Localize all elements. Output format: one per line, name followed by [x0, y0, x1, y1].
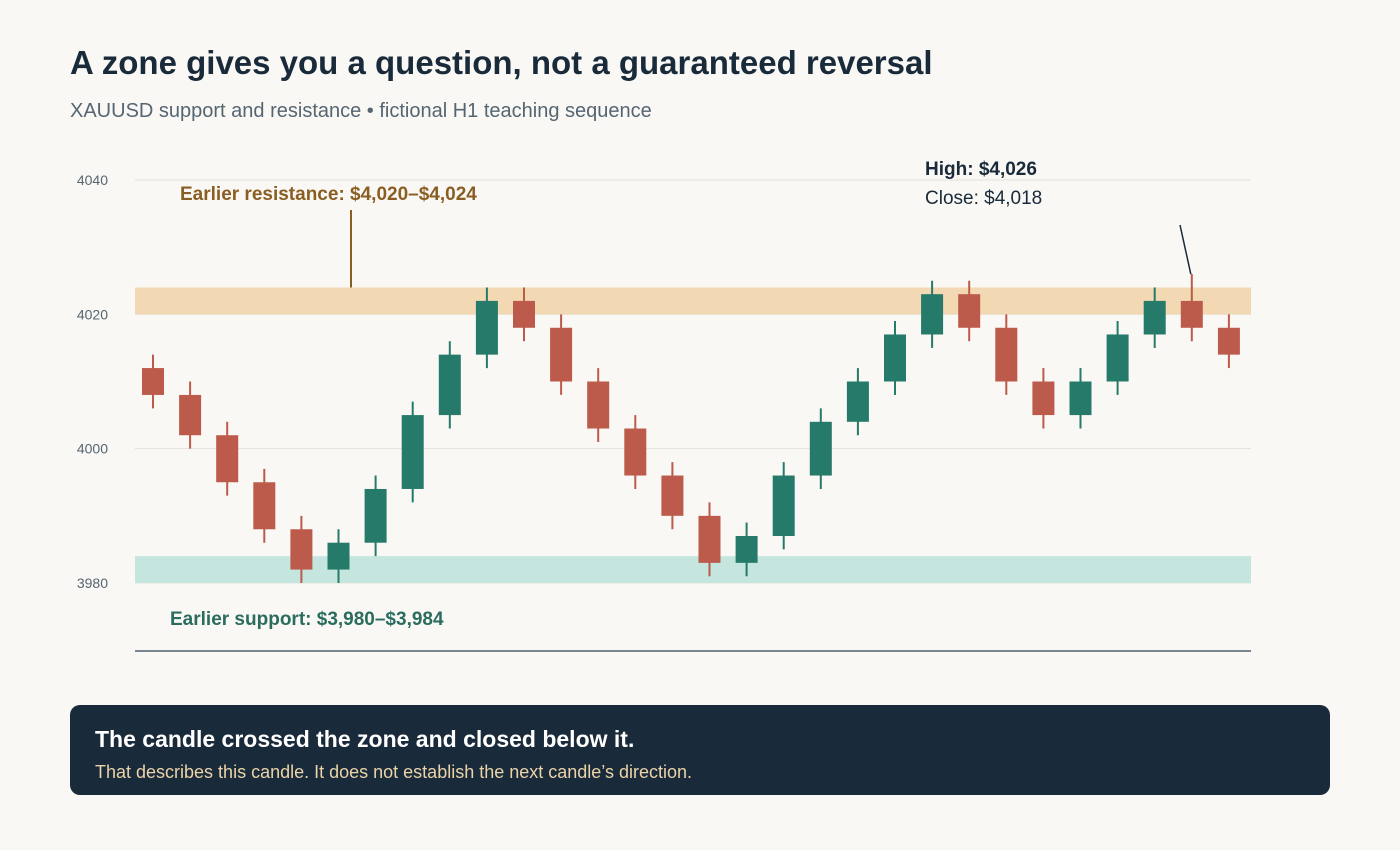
candle — [1032, 368, 1055, 429]
candle-body — [1106, 334, 1129, 382]
candle-body — [958, 294, 981, 328]
candle — [995, 314, 1018, 395]
candle-body — [587, 381, 610, 429]
callout-text: That describes this candle. It does not … — [95, 762, 693, 782]
candle-body — [290, 529, 313, 570]
candle-body — [846, 381, 869, 422]
candle — [772, 462, 795, 550]
candle — [735, 522, 758, 577]
candle — [364, 475, 387, 557]
chart-subtitle: XAUUSD support and resistance • fictiona… — [70, 100, 652, 122]
candle — [550, 314, 573, 395]
y-tick-label: 4020 — [77, 306, 108, 322]
candle — [1069, 368, 1092, 429]
candle-body — [1180, 300, 1203, 328]
candle-body — [661, 475, 684, 516]
candle-body — [513, 300, 535, 328]
candle-body — [772, 475, 795, 536]
candle — [179, 381, 202, 449]
y-tick-label: 4040 — [77, 172, 108, 188]
annotation-close-text: Close: $4,018 — [925, 188, 1042, 209]
candle — [1180, 274, 1203, 342]
candle-body — [364, 488, 387, 543]
candle-layer — [142, 274, 1240, 583]
candle-body — [475, 300, 498, 355]
candle-body — [921, 294, 944, 335]
candle-body — [327, 542, 350, 570]
candle — [401, 401, 424, 503]
candle — [921, 280, 944, 348]
candle-body — [884, 334, 906, 382]
resistance-zone — [135, 287, 1251, 315]
candle — [253, 468, 276, 543]
support-zone-label: Earlier support: $3,980–$3,984 — [170, 609, 444, 630]
candle-body — [401, 415, 424, 489]
candle-body — [1143, 300, 1166, 335]
candle — [513, 287, 535, 342]
candle — [698, 502, 721, 577]
y-tick-label: 4000 — [77, 441, 108, 457]
annotation-high-text: High: $4,026 — [925, 159, 1037, 180]
chart-title: A zone gives you a question, not a guara… — [70, 44, 933, 81]
candle — [587, 368, 610, 442]
candle — [438, 341, 461, 429]
support-zone — [135, 556, 1251, 583]
annotation-layer: High: $4,026 Close: $4,018 — [925, 159, 1192, 275]
candle — [327, 529, 350, 583]
candle-body — [179, 394, 202, 436]
candlestick-chart: Earlier resistance: $4,020–$4,024 Earlier… — [77, 159, 1251, 652]
axis-layer: 3980 4000 4020 4040 — [77, 172, 1251, 652]
candle — [290, 515, 313, 583]
candle-body — [698, 515, 721, 563]
candle-body — [253, 482, 276, 530]
candle-body — [1217, 327, 1240, 355]
candle-body — [995, 327, 1018, 382]
annotation-pointer — [1179, 224, 1192, 275]
candle — [142, 354, 164, 409]
candle-body — [550, 327, 573, 382]
candle-body — [142, 368, 164, 395]
candle — [1106, 321, 1129, 395]
candle-body — [438, 354, 461, 416]
candle — [216, 421, 239, 496]
zone-layer: Earlier resistance: $4,020–$4,024 Earlier… — [135, 184, 1251, 630]
candle-body — [809, 421, 832, 476]
resistance-zone-label: Earlier resistance: $4,020–$4,024 — [180, 184, 477, 205]
candle-body — [735, 535, 758, 563]
candle-body — [624, 428, 647, 476]
candle — [661, 462, 684, 530]
candle-body — [216, 435, 239, 483]
candle — [475, 287, 498, 369]
candle-body — [1032, 381, 1055, 416]
candle — [624, 415, 647, 489]
explanation-callout: The candle crossed the zone and closed b… — [70, 705, 1330, 795]
callout-heading: The candle crossed the zone and closed b… — [95, 726, 635, 752]
candle — [846, 368, 869, 436]
candle — [884, 321, 906, 395]
candle — [809, 408, 832, 489]
candle — [1143, 287, 1166, 348]
y-tick-label: 3980 — [77, 575, 108, 591]
candle — [958, 280, 981, 342]
candle — [1217, 314, 1240, 369]
candle-body — [1069, 381, 1092, 416]
